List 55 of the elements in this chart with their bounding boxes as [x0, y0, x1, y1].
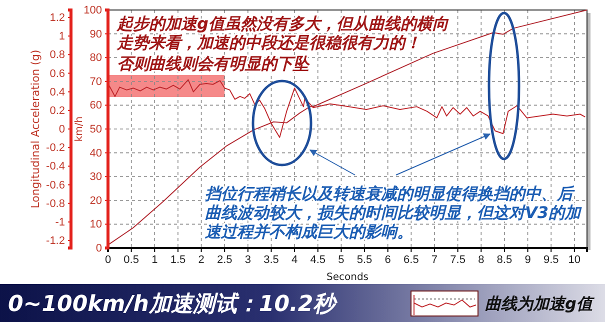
x-tick-label: 6.5 [404, 254, 419, 266]
y-tick-label: 60 [90, 100, 102, 112]
x-tick-label: 3 [244, 254, 251, 266]
x-tick-label: 5 [338, 254, 344, 266]
y2-tick-label: 0.2 [50, 104, 65, 117]
y-tick-label: 10 [90, 218, 102, 231]
x-tick-label: 8.5 [496, 254, 512, 266]
x-tick-label: 3.5 [264, 254, 279, 266]
annotation: 起步的加速g值虽然没有多大，但从曲线的横向走势来看，加速的中段还是很稳很有力的！ [116, 14, 450, 52]
y-tick-label: 20 [90, 194, 102, 207]
text: 0~100km/h加速测试：10.2秒 [8, 292, 338, 317]
line-series [108, 10, 588, 246]
x-tick-label: 7.5 [450, 254, 466, 266]
x-tick-label: 7 [431, 254, 438, 266]
y-tick-label: 0 [96, 242, 102, 255]
x-tick-label: 1 [152, 254, 158, 266]
y2-tick-label: 0.8 [50, 49, 65, 62]
y2-tick-label: 0 [58, 124, 65, 136]
y-tick-label: 30 [90, 171, 102, 184]
x-tick-label: 5.5 [356, 254, 372, 266]
x-tick-label: 0.5 [124, 254, 139, 266]
legend-label: 曲线为加速g值 [485, 294, 596, 313]
x-tick-label: 0 [104, 254, 112, 266]
y-tick-label: 50 [90, 124, 102, 136]
x-tick-label: 6 [384, 254, 391, 266]
x-tick-label: 9 [524, 254, 531, 266]
y-tick-label: 80 [90, 52, 102, 64]
y-tick-label: 100 [84, 4, 102, 17]
x-tick-label: 10 [568, 254, 581, 266]
y2-tick-label: -0.2 [46, 142, 65, 154]
x-tick-label: 1.5 [170, 254, 186, 266]
y2-tick-label: -0.4 [46, 160, 65, 173]
annotation: 否则曲线则会有明显的下坠 [117, 54, 311, 73]
annotation: 挡位行程稍长以及转速衰减的明显使得换挡的中、后曲线波动较大，损失的时间比较明显，但这对V3的加速过程并不构成巨大的影响。 [204, 184, 583, 241]
line-series [108, 79, 586, 138]
y-axis-title: km/h [74, 116, 85, 142]
y2-tick-label: 0.4 [50, 86, 65, 98]
y2-tick-label: 0.6 [50, 68, 65, 80]
y2-tick-label: -1 [55, 216, 65, 228]
x-tick-label: 9.5 [543, 254, 559, 266]
x-tick-label: 8 [478, 254, 484, 266]
y-tick-label: 90 [90, 28, 102, 40]
y2-tick-label: -0.6 [46, 179, 65, 192]
y2-tick-label: -1.2 [46, 235, 65, 248]
x-tick-label: 4.5 [310, 254, 326, 266]
x-tick-label: 2.5 [216, 254, 232, 266]
y2-axis-title: Longitudinal Acceleration (g) [29, 50, 42, 208]
y2-tick-label: 1 [58, 30, 65, 43]
y-tick-label: 70 [90, 76, 102, 88]
x-tick-label: 4 [292, 254, 298, 266]
y-tick-label: 40 [90, 147, 102, 160]
x-axis-title: Seconds [326, 272, 369, 283]
y2-tick-label: 1.2 [50, 12, 65, 24]
y2-tick-label: -0.8 [46, 198, 65, 210]
x-tick-label: 2 [198, 254, 204, 266]
